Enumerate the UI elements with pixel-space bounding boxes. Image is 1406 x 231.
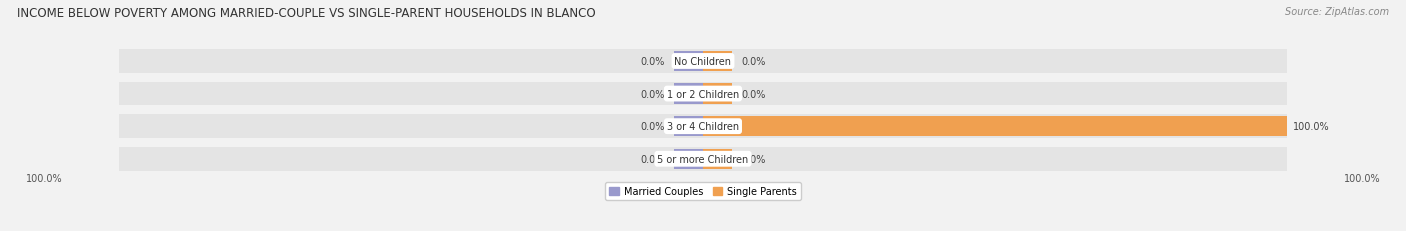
Text: 0.0%: 0.0% [741, 154, 765, 164]
Text: 1 or 2 Children: 1 or 2 Children [666, 89, 740, 99]
Bar [120, 82, 1286, 106]
Bar [703, 149, 733, 169]
Text: Source: ZipAtlas.com: Source: ZipAtlas.com [1285, 7, 1389, 17]
Text: INCOME BELOW POVERTY AMONG MARRIED-COUPLE VS SINGLE-PARENT HOUSEHOLDS IN BLANCO: INCOME BELOW POVERTY AMONG MARRIED-COUPL… [17, 7, 596, 20]
Text: 0.0%: 0.0% [641, 89, 665, 99]
Bar [120, 50, 1286, 73]
Bar [120, 147, 1286, 171]
Text: 3 or 4 Children: 3 or 4 Children [666, 122, 740, 132]
Bar [703, 84, 733, 104]
Text: 100.0%: 100.0% [1292, 122, 1329, 132]
Bar [673, 117, 703, 137]
Text: 100.0%: 100.0% [1344, 173, 1381, 183]
Text: No Children: No Children [675, 57, 731, 67]
Text: 0.0%: 0.0% [741, 89, 765, 99]
Bar [673, 84, 703, 104]
Text: 5 or more Children: 5 or more Children [658, 154, 748, 164]
Bar [703, 52, 733, 72]
Bar [673, 149, 703, 169]
Text: 0.0%: 0.0% [741, 57, 765, 67]
Bar [703, 117, 1286, 137]
Bar [673, 52, 703, 72]
Text: 0.0%: 0.0% [641, 154, 665, 164]
Bar [120, 115, 1286, 138]
Legend: Married Couples, Single Parents: Married Couples, Single Parents [605, 182, 801, 200]
Text: 0.0%: 0.0% [641, 122, 665, 132]
Text: 100.0%: 100.0% [25, 173, 62, 183]
Text: 0.0%: 0.0% [641, 57, 665, 67]
